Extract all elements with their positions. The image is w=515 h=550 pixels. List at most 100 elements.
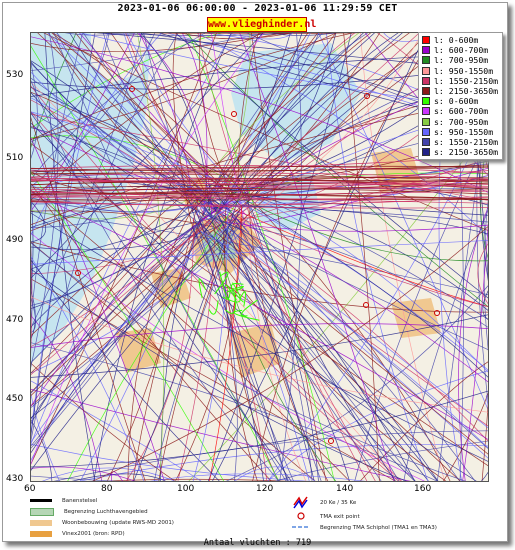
y-axis-label: 430 [6, 474, 24, 484]
flight-track [31, 189, 350, 481]
legend-label: s: 700-950m [434, 116, 489, 127]
flight-track [195, 33, 311, 216]
flight-track [31, 173, 488, 182]
flight-track [198, 278, 207, 299]
flight-track [31, 112, 292, 481]
map-legend-label: Begrenzing Luchthavengebied [64, 508, 148, 515]
map-legend-item: 20 Ke / 35 Ke [290, 495, 500, 511]
map-legend-label: Banenstelsel [62, 497, 98, 504]
site-link[interactable]: www.vlieghinder.nl [207, 17, 317, 32]
flight-track [31, 199, 488, 202]
flight-track [443, 392, 488, 481]
legend-label: l: 950-1550m [434, 65, 494, 76]
map-legend-item: Begrenzing TMA Schiphol (TMA1 en TMA3) [290, 522, 500, 533]
flight-track [31, 342, 438, 481]
flight-track [483, 199, 488, 352]
x-axis-label: 80 [101, 484, 113, 494]
flight-track [221, 203, 488, 307]
flight-track [31, 242, 467, 481]
flight-track [31, 33, 375, 364]
flight-track [31, 323, 488, 348]
flight-track [268, 33, 338, 36]
y-axis-label: 510 [6, 153, 24, 163]
legend-swatch [422, 76, 430, 85]
legend-swatch [422, 66, 430, 75]
flight-track [31, 180, 488, 185]
map-legend-label: Vinex2001 (bron: RPD) [62, 530, 125, 537]
flight-track [102, 478, 290, 481]
tma-boundary-icon [290, 524, 312, 532]
flight-track [279, 33, 302, 481]
tma-exit-point-icon [129, 86, 135, 92]
flight-track [31, 111, 204, 195]
flight-track [193, 224, 400, 481]
flight-track [31, 33, 179, 443]
flight-track [31, 196, 488, 206]
flight-track [462, 222, 488, 481]
flight-track [67, 190, 246, 481]
flight-track [71, 473, 166, 481]
map-legend-item: Woonbebouwing (update RWS-MD 2001) [30, 517, 300, 528]
flight-track [31, 33, 135, 212]
flight-track [200, 230, 488, 449]
x-axis-label: 60 [24, 484, 36, 494]
flight-track [31, 97, 246, 190]
flight-track [92, 226, 488, 481]
legend-label: s: 1550-2150m [434, 136, 499, 147]
flight-track [195, 210, 288, 481]
flight-track [243, 198, 488, 262]
flight-track [212, 215, 488, 350]
flight-track [226, 285, 244, 293]
flight-track [31, 165, 488, 173]
flight-track [53, 33, 287, 481]
map-canvas [31, 33, 488, 481]
legend-item: s: 700-950m [422, 117, 502, 127]
flight-track [31, 443, 311, 481]
legend-item: l: 0-600m [422, 35, 502, 45]
flight-track [133, 33, 291, 481]
flight-track [241, 33, 423, 223]
tma-exit-point-icon [290, 511, 312, 523]
flight-track [31, 92, 245, 231]
flight-track [209, 205, 488, 383]
map-legend-right: 20 Ke / 35 Ke TMA exit point Begrenzing … [290, 495, 500, 533]
map-legend-item: Vinex2001 (bron: RPD) [30, 528, 300, 539]
flight-track [31, 214, 227, 270]
flight-track [222, 282, 241, 303]
flight-track [106, 199, 199, 481]
flight-track [31, 81, 401, 481]
flight-track [198, 186, 438, 481]
flight-track [239, 33, 395, 481]
vinex-swatch [30, 530, 52, 537]
flight-track [143, 33, 294, 481]
flight-track [31, 200, 488, 209]
flight-track [31, 116, 146, 481]
flight-track [209, 205, 243, 481]
flight-track [127, 197, 200, 481]
map-legend: Banenstelsel Begrenzing Luchthavengebied… [30, 495, 300, 539]
flight-track [31, 230, 212, 275]
legend-item: s: 0-600m [422, 96, 502, 106]
flight-track [51, 33, 242, 207]
flight-track [47, 33, 206, 195]
flight-track [234, 466, 316, 481]
flight-track [458, 206, 488, 481]
flight-track [31, 224, 223, 251]
flight-track [53, 430, 488, 481]
flight-track [31, 33, 265, 465]
flight-track [31, 180, 488, 187]
flight-track [31, 33, 109, 434]
flight-track [31, 419, 53, 481]
flight-track [31, 268, 408, 481]
flight-track-map[interactable] [30, 32, 489, 482]
flight-track [207, 186, 488, 371]
legend-label: s: 2150-3650m [434, 147, 499, 158]
flight-track [175, 33, 488, 299]
flight-track [31, 191, 198, 374]
legend-label: s: 950-1550m [434, 126, 494, 137]
map-legend-item: Banenstelsel [30, 495, 300, 506]
flight-track [31, 77, 488, 449]
flight-track [31, 80, 280, 481]
flight-track [31, 182, 488, 195]
flight-track [31, 192, 34, 296]
